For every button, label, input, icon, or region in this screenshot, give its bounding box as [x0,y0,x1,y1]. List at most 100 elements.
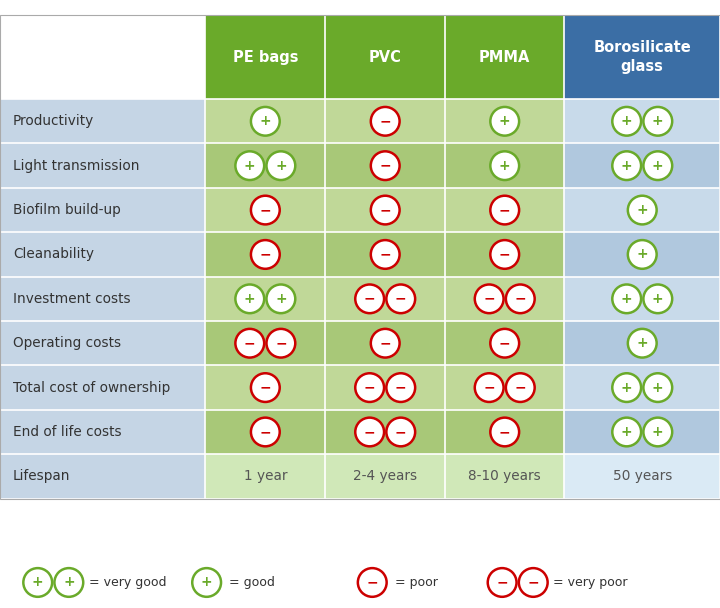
Text: = very good: = very good [85,576,166,589]
Text: −: − [379,114,391,128]
Bar [564,143,720,188]
Text: −: − [499,336,510,350]
Ellipse shape [612,418,641,446]
Text: −: − [379,203,391,217]
Bar [205,15,325,99]
Text: Investment costs: Investment costs [13,292,130,306]
Bar [445,410,564,454]
Bar [0,232,205,277]
Text: −: − [364,292,375,306]
Bar [205,232,325,277]
Text: +: + [636,203,648,217]
Bar [205,454,325,499]
Ellipse shape [387,373,415,402]
Text: +: + [275,292,287,306]
Bar [325,410,445,454]
Ellipse shape [371,196,400,224]
Text: = good: = good [225,576,275,589]
Ellipse shape [474,285,503,313]
Text: PE bags: PE bags [233,50,298,64]
Ellipse shape [612,285,641,313]
Text: −: − [483,381,495,395]
Bar [0,365,205,410]
Ellipse shape [519,568,548,597]
Bar [445,277,564,321]
Text: −: − [483,292,495,306]
Ellipse shape [612,107,641,136]
Text: −: − [364,425,375,439]
Bar [564,454,720,499]
Bar [564,188,720,232]
Text: −: − [499,425,510,439]
Ellipse shape [387,285,415,313]
Text: −: − [259,203,271,217]
Bar [325,188,445,232]
Ellipse shape [371,240,400,269]
Text: +: + [244,159,256,173]
Text: −: − [528,575,539,590]
Ellipse shape [487,568,516,597]
Bar [0,321,205,365]
Text: −: − [379,336,391,350]
Text: End of life costs: End of life costs [13,425,122,439]
Text: −: − [275,336,287,350]
Bar [564,321,720,365]
Ellipse shape [251,373,279,402]
Ellipse shape [355,418,384,446]
Ellipse shape [628,240,657,269]
Bar [205,410,325,454]
Bar [325,277,445,321]
Text: +: + [63,575,75,590]
Bar [205,365,325,410]
Bar [0,99,205,143]
Ellipse shape [55,568,84,597]
Ellipse shape [490,240,519,269]
Bar [445,365,564,410]
Text: −: − [515,381,526,395]
Text: −: − [379,159,391,173]
Bar [205,143,325,188]
Bar [445,15,564,99]
Bar [445,188,564,232]
Ellipse shape [644,107,672,136]
Bar [0,277,205,321]
Ellipse shape [628,196,657,224]
Ellipse shape [644,285,672,313]
Ellipse shape [371,329,400,358]
Text: +: + [621,425,632,439]
Text: −: − [259,247,271,261]
Text: +: + [636,247,648,261]
Bar [564,410,720,454]
Ellipse shape [644,151,672,180]
Bar [445,321,564,365]
Ellipse shape [628,329,657,358]
Ellipse shape [371,151,400,180]
Ellipse shape [192,568,221,597]
Text: Biofilm build-up: Biofilm build-up [13,203,121,217]
Text: +: + [275,159,287,173]
Ellipse shape [490,107,519,136]
Text: 2-4 years: 2-4 years [353,469,418,483]
Text: +: + [499,114,510,128]
Bar [205,99,325,143]
Text: −: − [244,336,256,350]
Bar [445,232,564,277]
Bar [325,454,445,499]
Bar [205,188,325,232]
Bar [445,143,564,188]
Text: 50 years: 50 years [613,469,672,483]
Bar [0,410,205,454]
Ellipse shape [644,418,672,446]
Text: −: − [259,425,271,439]
Ellipse shape [251,240,279,269]
Ellipse shape [355,285,384,313]
Text: +: + [652,425,664,439]
Ellipse shape [251,418,279,446]
Bar [564,365,720,410]
Bar [0,15,205,99]
Bar [564,15,720,99]
Ellipse shape [235,285,264,313]
Ellipse shape [490,196,519,224]
Ellipse shape [490,151,519,180]
Ellipse shape [235,151,264,180]
